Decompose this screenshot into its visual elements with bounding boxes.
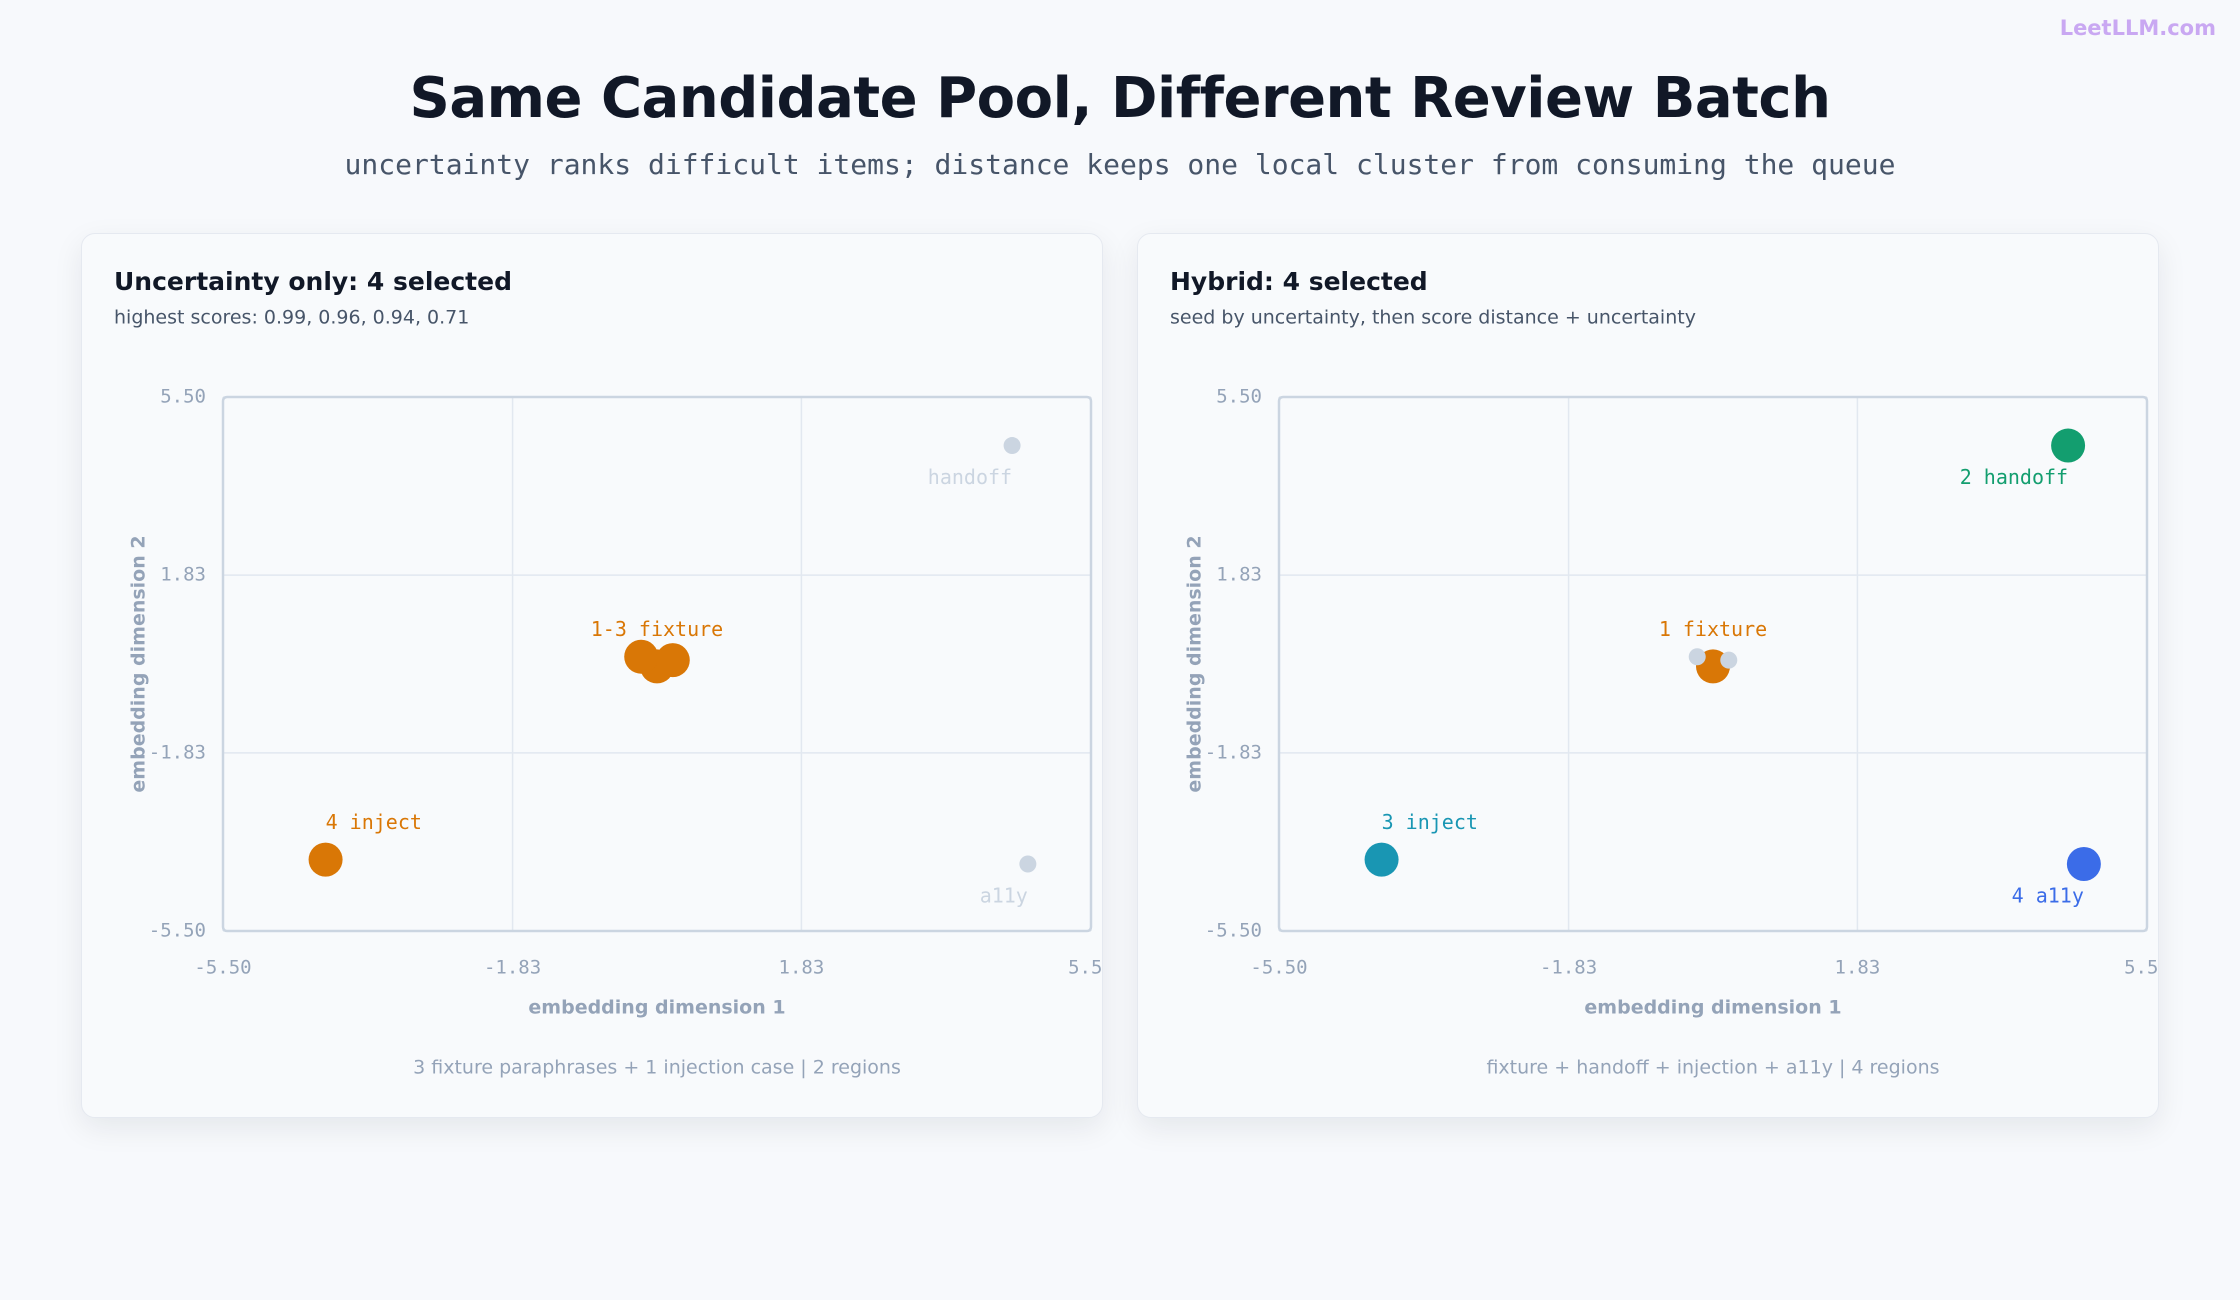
y-axis-label: embedding dimension 2 (128, 535, 150, 792)
x-tick-label: 5.50 (1068, 957, 1102, 979)
point-label: 4 a11y (2012, 884, 2084, 908)
point (2066, 847, 2101, 882)
point (2051, 428, 2086, 463)
y-tick-label: -5.50 (1205, 920, 1262, 942)
chart: Uncertainty only: 4 selected highest scor… (114, 267, 1102, 1079)
footer: fixture + handoff + injection + a11y | 4… (1486, 1057, 1939, 1079)
panel: Uncertainty only: 4 selected highest scor… (81, 233, 1103, 1118)
x-tick-label: -5.50 (1250, 957, 1307, 979)
point-label: handoff (928, 465, 1012, 489)
point (1019, 855, 1037, 873)
chart-subtitle: highest scores: 0.99, 0.96, 0.94, 0.71 (114, 307, 469, 329)
x-tick-label: -1.83 (1540, 957, 1597, 979)
y-tick-label: -1.83 (149, 741, 206, 763)
point (1364, 842, 1399, 877)
point (1003, 437, 1021, 455)
x-tick-label: -5.50 (194, 957, 251, 979)
point (1688, 648, 1706, 666)
point-label: 1 fixture (1659, 617, 1767, 641)
point (308, 842, 343, 877)
x-tick-label: 1.83 (779, 957, 825, 979)
chart: Hybrid: 4 selected seed by uncertainty, t… (1170, 267, 2158, 1079)
y-tick-label: 5.50 (1216, 386, 1262, 408)
point (624, 639, 659, 674)
y-tick-label: -1.83 (1205, 741, 1262, 763)
plot-border (221, 395, 1093, 933)
chart-title: Hybrid: 4 selected (1170, 267, 1428, 296)
x-tick-label: 5.50 (2124, 957, 2158, 979)
y-tick-label: 5.50 (160, 386, 206, 408)
plot-border (1277, 395, 2149, 933)
point (655, 643, 690, 678)
chart-title: Uncertainty only: 4 selected (114, 267, 512, 296)
y-axis-label: embedding dimension 2 (1184, 535, 1206, 792)
y-tick-label: 1.83 (1216, 564, 1262, 586)
footer: 3 fixture paraphrases + 1 injection case… (413, 1057, 901, 1079)
point-label: 3 inject (1382, 810, 1478, 834)
x-tick-label: -1.83 (484, 957, 541, 979)
point-label: 4 inject (326, 810, 422, 834)
point-label: 1-3 fixture (591, 617, 723, 641)
x-axis-label: embedding dimension 1 (528, 997, 785, 1019)
chart-subtitle: seed by uncertainty, then score distance… (1170, 307, 1696, 329)
panel: Hybrid: 4 selected seed by uncertainty, t… (1137, 233, 2159, 1118)
x-axis-label: embedding dimension 1 (1584, 997, 1841, 1019)
point (1720, 651, 1738, 669)
y-tick-label: 1.83 (160, 564, 206, 586)
point-label: 2 handoff (1960, 465, 2068, 489)
point-label: a11y (980, 884, 1028, 908)
page-subtitle: uncertainty ranks difficult items; dista… (344, 148, 1896, 181)
page-title: Same Candidate Pool, Different Review Ba… (409, 66, 1832, 131)
x-tick-label: 1.83 (1835, 957, 1881, 979)
watermark: LeetLLM.com (2059, 16, 2216, 40)
y-tick-label: -5.50 (149, 920, 206, 942)
